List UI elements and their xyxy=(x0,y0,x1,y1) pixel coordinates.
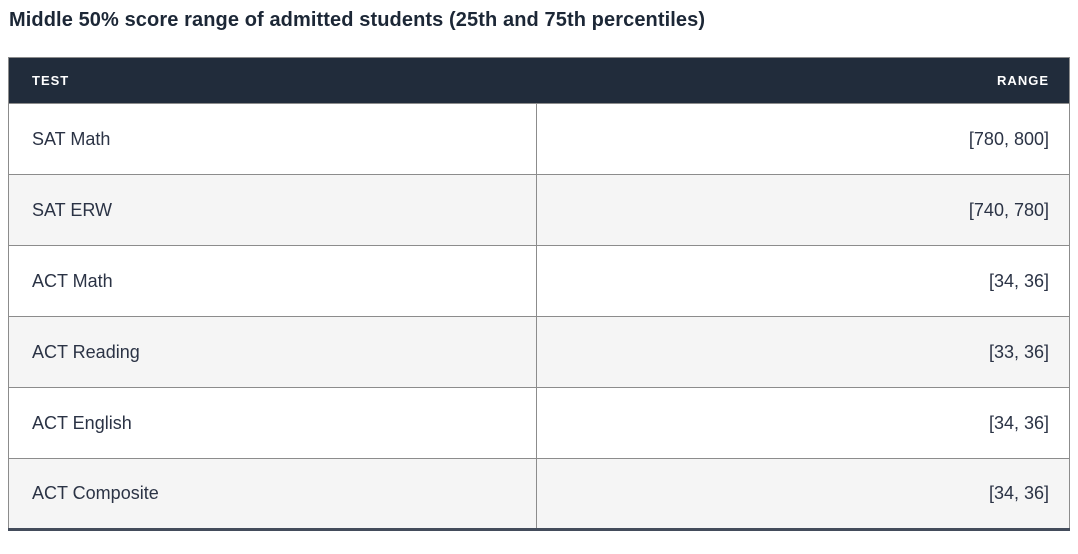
header-row: TEST RANGE xyxy=(8,57,1070,104)
test-cell: ACT Math xyxy=(7,245,538,317)
test-cell: ACT English xyxy=(7,387,538,459)
table-row: ACT Composite [34, 36] xyxy=(7,458,1070,530)
page-title: Middle 50% score range of admitted stude… xyxy=(9,9,706,31)
table-row: SAT ERW [740, 780] xyxy=(7,174,1070,246)
range-cell: [34, 36] xyxy=(536,387,1070,459)
range-cell: [34, 36] xyxy=(536,458,1070,530)
range-cell: [780, 800] xyxy=(536,103,1070,175)
table-row: ACT Math [34, 36] xyxy=(7,245,1070,317)
column-header-range: RANGE xyxy=(536,57,1070,104)
range-cell: [34, 36] xyxy=(536,245,1070,317)
test-cell: SAT Math xyxy=(7,103,538,175)
score-range-table: TEST RANGE SAT Math [780, 800] SAT ERW [740… xyxy=(7,57,1070,531)
test-cell: ACT Composite xyxy=(7,458,538,530)
test-cell: ACT Reading xyxy=(7,316,538,388)
table-row: ACT Reading [33, 36] xyxy=(7,316,1070,388)
table-row: ACT English [34, 36] xyxy=(7,387,1070,459)
table-header: TEST RANGE xyxy=(8,57,1070,104)
table-row: SAT Math [780, 800] xyxy=(7,103,1070,175)
range-cell: [33, 36] xyxy=(536,316,1070,388)
test-cell: SAT ERW xyxy=(7,174,538,246)
column-header-test: TEST xyxy=(8,57,537,104)
table-body: SAT Math [780, 800] SAT ERW [740, 780] ACT M… xyxy=(7,103,1070,530)
range-cell: [740, 780] xyxy=(536,174,1070,246)
